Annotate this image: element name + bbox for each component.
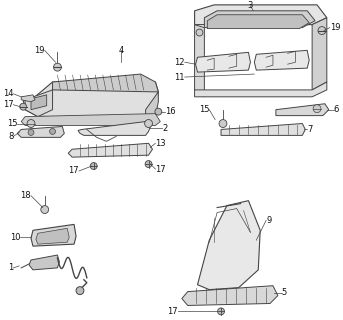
Polygon shape [36,228,69,244]
Polygon shape [17,126,64,137]
Polygon shape [198,201,260,290]
Text: 10: 10 [10,233,20,242]
Polygon shape [68,143,152,157]
Polygon shape [78,122,151,135]
Text: 7: 7 [307,125,312,134]
Text: 5: 5 [282,288,287,297]
Text: 8: 8 [8,132,13,141]
Text: 1: 1 [8,263,13,272]
Text: 17: 17 [155,164,166,173]
Polygon shape [194,25,204,97]
Polygon shape [194,82,327,97]
Polygon shape [312,18,327,90]
Text: 17: 17 [3,100,13,109]
Circle shape [313,105,321,113]
Polygon shape [196,52,250,72]
Circle shape [28,130,34,135]
Text: 17: 17 [167,307,178,316]
Circle shape [41,205,49,213]
Circle shape [196,29,203,36]
Circle shape [318,27,326,35]
Polygon shape [21,114,160,125]
Polygon shape [221,124,305,135]
Text: 15: 15 [199,105,209,114]
Polygon shape [31,224,76,246]
Text: 18: 18 [20,191,31,200]
Text: 17: 17 [68,166,79,175]
Polygon shape [29,255,59,270]
Circle shape [90,163,97,170]
Text: 11: 11 [174,73,185,82]
Text: 4: 4 [118,46,124,55]
Text: 16: 16 [165,107,176,116]
Circle shape [145,120,152,127]
Text: 12: 12 [174,58,185,67]
Polygon shape [21,95,35,102]
Text: 19: 19 [330,23,340,32]
Circle shape [76,287,84,295]
Text: 14: 14 [3,89,13,98]
Text: 3: 3 [248,1,253,10]
Text: 15: 15 [7,119,17,128]
Circle shape [219,120,227,127]
Circle shape [27,120,35,127]
Polygon shape [31,95,47,110]
Polygon shape [204,11,315,28]
Text: 19: 19 [34,46,45,55]
Text: 6: 6 [334,105,339,114]
Circle shape [217,308,224,315]
Polygon shape [182,286,278,306]
Polygon shape [52,74,158,92]
Text: 2: 2 [162,124,167,133]
Polygon shape [146,92,158,116]
Polygon shape [23,82,158,116]
Circle shape [54,63,61,71]
Polygon shape [276,104,329,116]
Text: 9: 9 [266,216,271,225]
Circle shape [50,128,56,134]
Polygon shape [207,15,309,28]
Circle shape [155,108,162,115]
Polygon shape [255,50,309,70]
Text: 13: 13 [155,139,166,148]
Circle shape [145,161,152,168]
Circle shape [20,103,27,110]
Polygon shape [194,5,327,25]
Polygon shape [25,90,52,116]
